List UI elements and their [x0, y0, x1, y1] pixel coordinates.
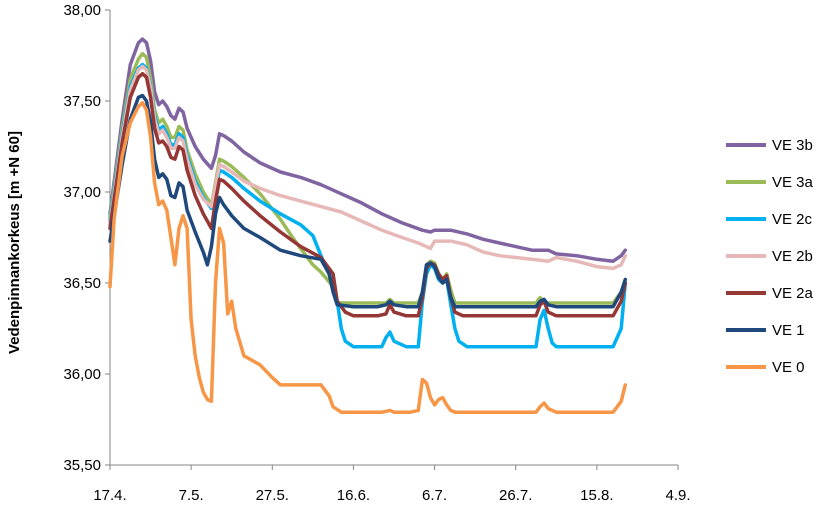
- y-tick-label: 37,50: [63, 93, 101, 110]
- y-tick-label: 36,50: [63, 275, 101, 292]
- y-tick-label: 38,00: [63, 2, 101, 19]
- x-tick-label: 7.5.: [179, 487, 204, 504]
- legend: VE 3b VE 3a VE 2c VE 2b VE 2a VE 1 VE 0: [726, 137, 814, 376]
- legend-label: VE 3b: [772, 137, 813, 154]
- legend-item: VE 2c: [726, 211, 813, 228]
- legend-item: VE 0: [726, 359, 805, 376]
- legend-item: VE 3b: [726, 137, 813, 154]
- x-tick-label: 6.7.: [422, 487, 447, 504]
- series-line-ve-1: [108, 93, 628, 309]
- x-axis: 17.4. 7.5. 27.5. 16.6. 6.7. 26.7. 15.8. 4.9.: [93, 464, 691, 504]
- y-ticks: 35,50 36,00 36,50 37,00 37,50 38,00: [63, 2, 110, 474]
- x-tick-label: 27.5.: [256, 487, 289, 504]
- legend-item: VE 2a: [726, 285, 814, 302]
- y-tick-label: 36,00: [63, 366, 101, 383]
- legend-label: VE 2c: [772, 211, 813, 228]
- x-tick-label: 26.7.: [499, 487, 532, 504]
- legend-item: VE 2b: [726, 248, 813, 265]
- series-line-ve-0: [108, 101, 628, 414]
- legend-label: VE 1: [772, 322, 805, 339]
- series-layer: [108, 37, 628, 414]
- x-tick-label: 16.6.: [337, 487, 370, 504]
- x-ticks: 17.4. 7.5. 27.5. 16.6. 6.7. 26.7. 15.8. 4.9.: [93, 465, 691, 504]
- x-tick-label: 17.4.: [93, 487, 126, 504]
- series-line-ve-2b: [108, 64, 628, 271]
- legend-label: VE 2b: [772, 248, 813, 265]
- legend-label: VE 3a: [772, 174, 814, 191]
- series-line-ve-3b: [108, 37, 628, 263]
- y-axis: 35,50 36,00 36,50 37,00 37,50 38,00: [63, 2, 111, 474]
- legend-item: VE 1: [726, 322, 805, 339]
- y-axis-title: Vedenpinnankorkeus [m +N 60]: [6, 131, 23, 354]
- x-tick-label: 15.8.: [580, 487, 613, 504]
- legend-item: VE 3a: [726, 174, 814, 191]
- y-tick-label: 35,50: [63, 457, 101, 474]
- series-line-ve-3a: [108, 51, 628, 305]
- legend-label: VE 0: [772, 359, 805, 376]
- y-tick-label: 37,00: [63, 184, 101, 201]
- series-line-ve-2a: [108, 71, 628, 318]
- x-tick-label: 4.9.: [665, 487, 690, 504]
- legend-label: VE 2a: [772, 285, 814, 302]
